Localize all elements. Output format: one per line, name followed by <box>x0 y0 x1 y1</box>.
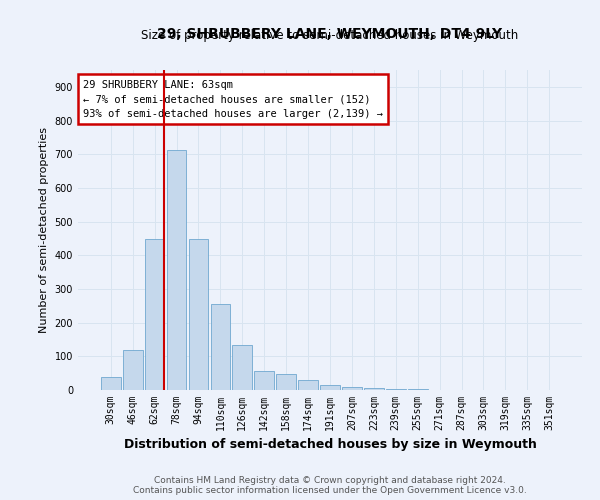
Text: 29 SHRUBBERY LANE: 63sqm
← 7% of semi-detached houses are smaller (152)
93% of s: 29 SHRUBBERY LANE: 63sqm ← 7% of semi-de… <box>83 80 383 119</box>
Bar <box>254 372 274 390</box>
Bar <box>145 239 164 390</box>
Bar <box>320 385 340 390</box>
Text: Contains HM Land Registry data © Crown copyright and database right 2024.
Contai: Contains HM Land Registry data © Crown c… <box>133 476 527 495</box>
Y-axis label: Number of semi-detached properties: Number of semi-detached properties <box>39 127 49 333</box>
Bar <box>123 350 143 390</box>
Bar <box>298 380 318 390</box>
Bar <box>276 374 296 390</box>
Bar <box>232 344 252 390</box>
Bar <box>342 388 362 390</box>
Bar <box>167 150 187 390</box>
Bar <box>101 376 121 390</box>
Bar <box>188 239 208 390</box>
Bar <box>364 388 384 390</box>
X-axis label: Distribution of semi-detached houses by size in Weymouth: Distribution of semi-detached houses by … <box>124 438 536 452</box>
Text: 29, SHRUBBERY LANE, WEYMOUTH, DT4 9LY: 29, SHRUBBERY LANE, WEYMOUTH, DT4 9LY <box>157 28 503 42</box>
Title: Size of property relative to semi-detached houses in Weymouth: Size of property relative to semi-detach… <box>142 30 518 43</box>
Bar <box>211 304 230 390</box>
